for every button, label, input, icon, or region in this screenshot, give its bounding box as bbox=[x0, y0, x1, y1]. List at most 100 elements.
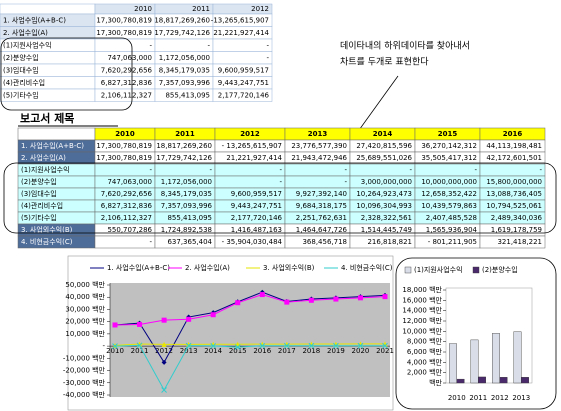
header-text: 2016 bbox=[503, 130, 523, 138]
cell-text: 2,328,322,561 bbox=[361, 214, 412, 222]
cell-text: 18,817,269,260 bbox=[154, 16, 210, 24]
marker bbox=[259, 342, 266, 349]
cell-text: 2,251,762,631 bbox=[296, 214, 347, 222]
cell-text: - bbox=[474, 166, 477, 174]
marker bbox=[382, 294, 388, 300]
row-label: 4. 비현금수익(C) bbox=[21, 237, 73, 246]
cell-text: 25,689,551,026 bbox=[356, 154, 412, 162]
marker bbox=[234, 344, 241, 350]
cell-text: 2,407,485,528 bbox=[426, 214, 477, 222]
row-label: (3)임대수입 bbox=[21, 190, 57, 198]
x-tick-label: 2010 bbox=[448, 394, 466, 402]
row-label: (4)관리비수입 bbox=[21, 201, 63, 210]
marker bbox=[112, 322, 118, 328]
cell-text: 17,300,780,819 bbox=[96, 142, 152, 150]
marker bbox=[333, 296, 339, 302]
header-text: 2012 bbox=[251, 5, 269, 13]
cell bbox=[284, 163, 351, 177]
y-tick-label: - bbox=[102, 342, 105, 350]
row-label: 3. 사업외수익(B) bbox=[21, 225, 73, 234]
row-label: (5)기타수입 bbox=[3, 90, 39, 99]
marker bbox=[382, 342, 388, 349]
cell-text: 8,345,179,035 bbox=[159, 66, 210, 74]
cell-text: 1,464,647,726 bbox=[296, 226, 348, 234]
cell-text: 216,818,821 bbox=[367, 238, 412, 246]
legend-swatch bbox=[404, 266, 412, 274]
y-tick-label: 30,000 백만 bbox=[65, 304, 105, 313]
row-label: (2)분양수입 bbox=[3, 54, 39, 62]
highlight-box bbox=[0, 37, 133, 111]
cell-text: 17,300,780,819 bbox=[96, 16, 152, 24]
cell-text: - bbox=[539, 166, 542, 174]
cell-text: 7,357,093,996 bbox=[161, 202, 213, 210]
marker bbox=[210, 342, 217, 349]
series-line bbox=[114, 344, 385, 392]
cell-text: 2,177,720,146 bbox=[218, 91, 270, 99]
cell-text: 2,106,112,327 bbox=[101, 214, 152, 222]
cell bbox=[349, 163, 416, 177]
cell-text: 1,416,487,163 bbox=[231, 226, 282, 234]
header-text: 2014 bbox=[373, 130, 393, 138]
cell-text: 7,620,292,656 bbox=[101, 66, 153, 74]
cell-text: 6,827,312,836 bbox=[101, 202, 153, 210]
cell bbox=[154, 38, 214, 52]
header-text: 2012 bbox=[240, 130, 260, 138]
header-text: 2013 bbox=[308, 130, 328, 138]
y-tick-label: 40,000 백만 bbox=[65, 292, 105, 301]
header-text: 2010 bbox=[115, 130, 135, 138]
cell bbox=[479, 235, 546, 249]
cell-text: -13,265,615,907 bbox=[211, 16, 269, 24]
cell-text: 7,357,093,996 bbox=[159, 79, 211, 87]
marker bbox=[161, 387, 167, 393]
y-tick-label: 10,000 백만 bbox=[402, 326, 442, 335]
y-tick-label: 2,000 백만 bbox=[407, 368, 443, 377]
cell-text: 35,505,417,312 bbox=[421, 154, 477, 162]
x-tick-label: 2020 bbox=[352, 347, 370, 355]
cell bbox=[479, 163, 546, 177]
x-tick-label: 2018 bbox=[302, 347, 320, 355]
cell-text: 6,827,312,836 bbox=[101, 79, 153, 87]
marker bbox=[333, 342, 339, 349]
y-tick-label: 12,000 백만 bbox=[402, 316, 442, 325]
cell-text: - bbox=[149, 238, 152, 246]
cell-text: - bbox=[344, 178, 347, 186]
cell-text: 21,221,927,414 bbox=[213, 29, 269, 37]
cell-text: 1,565,936,904 bbox=[426, 226, 478, 234]
marker bbox=[161, 359, 167, 365]
x-tick-label: 2010 bbox=[106, 347, 124, 355]
marker bbox=[235, 300, 241, 306]
bar bbox=[456, 378, 465, 384]
cell-text: - bbox=[207, 41, 210, 49]
x-tick-label: 2011 bbox=[469, 394, 487, 402]
cell-text: 10,000,000,000 bbox=[421, 178, 477, 186]
cell-text: 42,172,601,501 bbox=[486, 154, 542, 162]
cell bbox=[94, 38, 156, 52]
plot-area bbox=[110, 283, 390, 397]
report-title: 보고서 제목 bbox=[20, 111, 74, 125]
cell bbox=[94, 235, 156, 249]
marker bbox=[210, 312, 216, 318]
header-cell bbox=[0, 3, 96, 15]
bar bbox=[492, 333, 500, 384]
cell-text: 747,063,000 bbox=[107, 178, 152, 186]
header-cell bbox=[17, 127, 96, 141]
legend-label: 2. 사업수입(A) bbox=[185, 263, 230, 272]
cell-text: - bbox=[279, 166, 282, 174]
header-text: 2011 bbox=[192, 5, 210, 13]
cell bbox=[154, 163, 216, 177]
cell-text: 44,113,198,481 bbox=[486, 142, 542, 150]
x-tick-label: 2014 bbox=[204, 347, 222, 355]
header-text: 2015 bbox=[438, 130, 458, 138]
cell bbox=[414, 163, 481, 177]
top-table: 2010 2011 2012 1. 사업수입(A+B-C) 17,300,780,819… bbox=[0, 3, 273, 102]
legend-label: 3. 사업외수익(B) bbox=[263, 263, 315, 272]
cell bbox=[284, 175, 351, 189]
cell-text: - bbox=[266, 41, 269, 49]
legend-label: (2)분양수입 bbox=[482, 266, 518, 274]
cell-text: 855,413,095 bbox=[165, 91, 210, 99]
cell-text: - 13,265,615,907 bbox=[222, 142, 282, 150]
series-line bbox=[114, 294, 386, 326]
y-tick-label: 18,000 백만 bbox=[402, 285, 442, 294]
cell-text: 1,172,056,000 bbox=[159, 54, 210, 62]
x-tick-label: 2013 bbox=[512, 394, 530, 402]
